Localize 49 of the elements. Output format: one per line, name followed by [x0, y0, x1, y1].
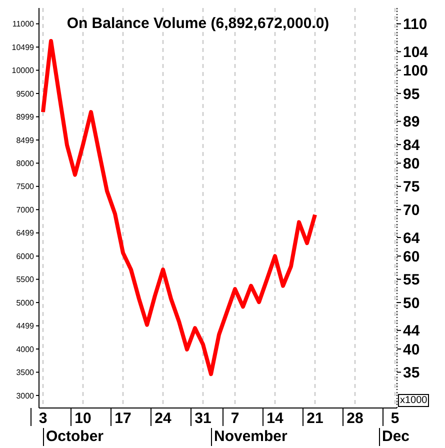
- y-tick-label: 10499: [12, 42, 35, 52]
- y-tick-label: 6499: [16, 228, 35, 238]
- y-tick-label: 10000: [12, 66, 35, 76]
- x-tick-label: 28: [346, 410, 364, 427]
- y2-tick-label: 50: [403, 294, 420, 312]
- y2-tick-label: 80: [403, 155, 420, 172]
- y-tick-label: 7000: [16, 205, 35, 214]
- y-tick-label: 4000: [16, 344, 35, 354]
- y2-tick-label: 70: [403, 202, 420, 219]
- x-tick-label: 3: [38, 410, 48, 427]
- y2-tick-label: 40: [403, 341, 420, 358]
- y2-tick-label: 95: [403, 86, 420, 103]
- x-tick-label: 17: [114, 410, 132, 427]
- y2-tick-label: 84: [403, 136, 420, 154]
- x-tick-label: 14: [266, 410, 284, 427]
- y-tick-label: 3500: [16, 368, 35, 378]
- y2-tick-label: 35: [403, 364, 420, 382]
- line-series: [41, 38, 317, 376]
- y-tick-label: 6000: [16, 252, 35, 261]
- text: Dec: [379, 428, 410, 446]
- y-tick-label: 4499: [16, 322, 35, 331]
- y2-tick-label: 60: [403, 248, 420, 266]
- y-tick-label: 8499: [16, 136, 35, 145]
- y2-tick-label: 55: [403, 272, 420, 289]
- y2-tick-label: 110: [403, 16, 428, 34]
- y2-tick-label: 75: [403, 178, 420, 196]
- x-tick-label: 24: [154, 410, 172, 427]
- x-tick-label: 31: [194, 410, 212, 427]
- x-tick-label: 10: [74, 410, 92, 427]
- y2-tick-label: 44: [403, 322, 420, 340]
- y2-tick-label: 64: [403, 230, 420, 247]
- text: October: [43, 428, 104, 446]
- x-tick-label: 5: [390, 410, 400, 427]
- y-tick-label: 11000: [12, 20, 35, 29]
- y-tick-label: 3000: [16, 391, 35, 400]
- text: On Balance Volume (6,892,672,000.0): [66, 15, 330, 32]
- y-tick-label: 8000: [16, 159, 35, 168]
- y2-tick-label: 89: [403, 114, 420, 131]
- x-tick-label: 21: [306, 410, 324, 427]
- y-tick-label: 7500: [16, 182, 35, 192]
- text: November: [211, 428, 288, 446]
- y-tick-label: 8999: [16, 112, 35, 122]
- y-tick-label: 5500: [16, 275, 35, 284]
- x-tick-label: 7: [230, 410, 240, 427]
- y-tick-label: 9500: [16, 89, 35, 98]
- y-tick-label: 5000: [16, 298, 35, 308]
- text: x1000: [398, 394, 430, 407]
- y2-tick-label: 104: [403, 44, 429, 61]
- y2-tick-label: 100: [403, 62, 428, 80]
